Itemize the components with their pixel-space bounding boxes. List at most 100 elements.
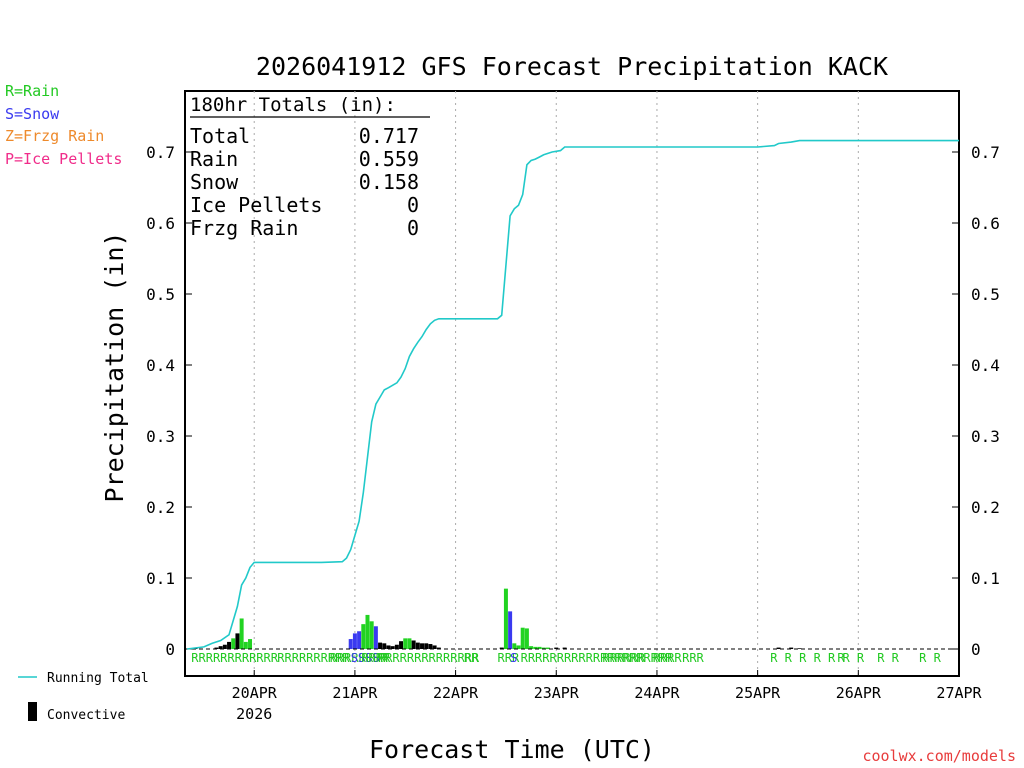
precip-bar (394, 644, 399, 649)
ptype-label: RRR (682, 651, 704, 665)
precip-bar (512, 643, 517, 649)
precip-bar (520, 627, 525, 649)
precip-bar (529, 646, 534, 649)
precip-bar (239, 618, 244, 649)
chart-title: 2026041912 GFS Forecast Precipitation KA… (256, 52, 888, 81)
watermark: coolwx.com/models (862, 747, 1016, 765)
ptype-label: RRR (498, 651, 520, 665)
totals-box: 180hr Totals (in): Total 0.717 Rain 0.559 Sn… (190, 94, 430, 240)
ptype-label: RRRRRRRRRRRRRRRRRRRRR (521, 651, 673, 665)
precip-bar (797, 648, 802, 649)
precip-bar (373, 626, 378, 649)
precip-bar (503, 588, 508, 649)
ptype-label: RRRRRRRRRR (277, 651, 350, 665)
y-tick-label: 0.1 (146, 569, 175, 588)
ptype-label: RRRRRRRRRRRR (191, 651, 278, 665)
y-tick-label: 0.5 (146, 285, 175, 304)
precip-bars (193, 588, 802, 649)
x-tick-label: 26APR (836, 684, 882, 702)
y-tick-label: 0.3 (146, 427, 175, 446)
legend-frzg-rain: Z=Frzg Rain (5, 127, 104, 145)
y-tick-label-right: 0.7 (971, 143, 1000, 162)
precip-bar (382, 643, 387, 649)
ptype-label: RRRRRRRRRRRRRR (378, 651, 480, 665)
precip-bar (243, 641, 248, 649)
precip-bar (378, 642, 383, 649)
totals-row-value: 0.717 (359, 124, 419, 148)
y-tick-label: 0.2 (146, 498, 175, 517)
ptype-label: RRRR (653, 651, 683, 665)
y-tick-label-right: 0.4 (971, 356, 1000, 375)
precip-bar (386, 645, 391, 649)
precip-bar (415, 642, 420, 649)
precip-bar (545, 647, 550, 649)
precip-bar (508, 611, 513, 649)
precip-bar (399, 641, 404, 649)
precip-bar (424, 643, 429, 649)
y-tick-label-right: 0 (971, 640, 981, 659)
totals-row-label: Rain (190, 147, 238, 171)
precip-bar (352, 633, 357, 649)
running-total-legend-label: Running Total (47, 671, 149, 686)
convective-legend-swatch (28, 702, 37, 721)
vertical-gridlines (253, 91, 859, 676)
precip-bar (537, 646, 542, 649)
precip-bar (403, 638, 408, 649)
ptype-label: R R (919, 651, 941, 665)
precip-bar (541, 647, 546, 649)
y-tick-label: 0 (165, 640, 175, 659)
precip-bar (227, 641, 232, 649)
y-axis-right: 0 0.1 0.2 0.3 0.4 0.5 0.6 0.7 (952, 143, 1000, 659)
precip-bar (411, 640, 416, 649)
y-tick-label-right: 0.2 (971, 498, 1000, 517)
precip-bar (231, 638, 236, 649)
plot-frame (184, 90, 960, 677)
precip-bar (222, 644, 227, 649)
totals-row-value: 0 (407, 216, 419, 240)
precip-bar (428, 644, 433, 649)
ptype-label: RRRR (361, 651, 391, 665)
x-tick-label: 25APR (735, 684, 781, 702)
precip-bar (390, 646, 395, 649)
y-tick-label: 0.4 (146, 356, 175, 375)
totals-row-value: 0 (407, 193, 419, 217)
legend-snow: S=Snow (5, 105, 60, 123)
ptype-label: R R R R R R R (770, 651, 865, 665)
x-tick-sublabel: 2026 (236, 705, 272, 723)
x-tick-label: 22APR (433, 684, 479, 702)
precip-bar (214, 647, 219, 649)
precip-bar (436, 647, 441, 649)
ptype-label: RRR (623, 651, 645, 665)
x-axis: 20APR 2026 21APR 22APR 23APR 24APR 25APR 26APR 2… (232, 670, 983, 723)
totals-row-label: Frzg Rain (190, 216, 298, 240)
totals-row-label: Total (190, 124, 250, 148)
y-tick-label-right: 0.5 (971, 285, 1000, 304)
totals-row-label: Ice Pellets (190, 193, 322, 217)
y-axis-title: Precipitation (in) (100, 232, 129, 503)
precip-bar (407, 638, 412, 649)
x-tick-label: 23APR (534, 684, 580, 702)
y-tick-label: 0.7 (146, 143, 175, 162)
totals-row-value: 0.559 (359, 147, 419, 171)
ptype-label: S (510, 651, 517, 665)
y-tick-label-right: 0.3 (971, 427, 1000, 446)
legend-ice-pellets: P=Ice Pellets (5, 150, 122, 168)
precip-bar (499, 647, 504, 649)
precip-bar (357, 631, 362, 649)
x-tick-label: 20APR (232, 684, 278, 702)
running-total-line (187, 139, 959, 650)
precip-bar (554, 647, 559, 649)
x-tick-label: 27APR (936, 684, 982, 702)
ptype-legend: R=Rain S=Snow Z=Frzg Rain P=Ice Pellets (5, 82, 122, 168)
ptype-labels: RRRRRRRRRRRR RRRRRRRRRRRRRRRRRRSSSSRRRRRR… (191, 651, 941, 665)
precip-bar (533, 646, 538, 649)
precip-bar (235, 633, 240, 649)
ptype-label: RRR (602, 651, 624, 665)
precip-bar (348, 639, 353, 649)
y-tick-label-right: 0.1 (971, 569, 1000, 588)
x-tick-label: 24APR (634, 684, 680, 702)
x-axis-title: Forecast Time (UTC) (369, 735, 655, 764)
totals-rows: Total 0.717 Rain 0.559 Snow 0.158 Ice Pellets 0… (190, 124, 419, 240)
ptype-label: SSSS (351, 651, 380, 665)
y-tick-label-right: 0.6 (971, 214, 1000, 233)
